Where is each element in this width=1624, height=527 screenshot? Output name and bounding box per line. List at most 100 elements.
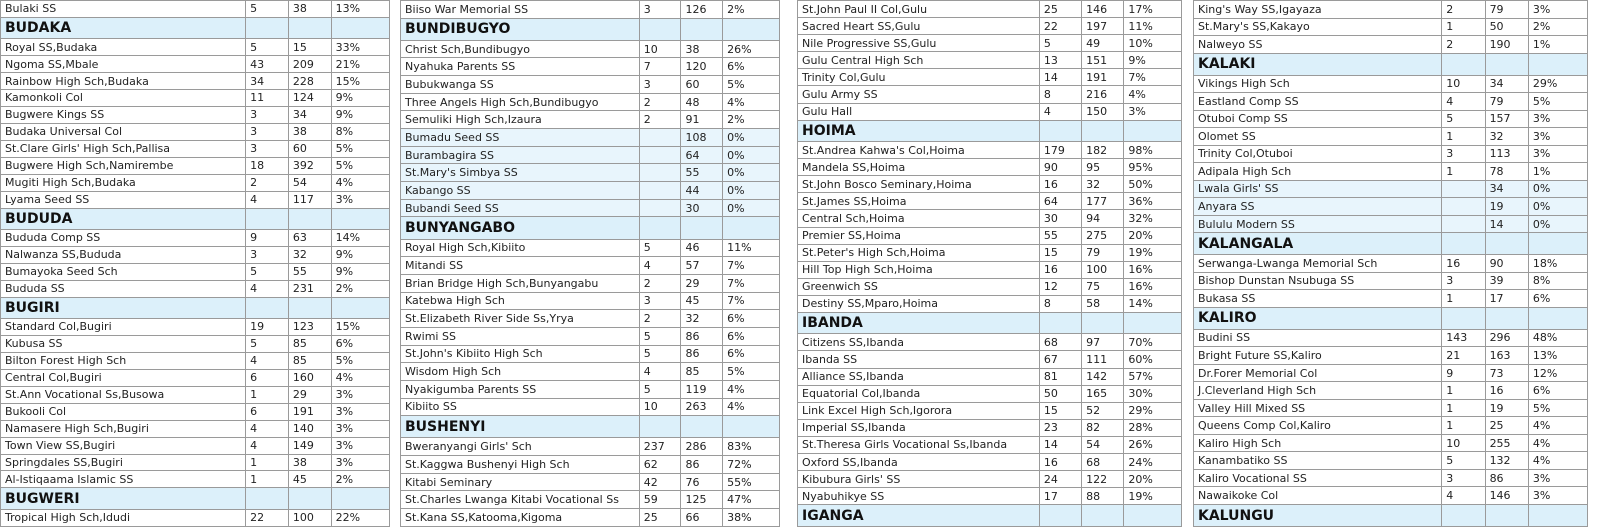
- count-a: 3: [1441, 144, 1486, 164]
- school-name: Mitandi SS: [400, 256, 640, 275]
- cell: [1484, 232, 1529, 256]
- count-b: 29: [680, 273, 724, 293]
- count-a: 10: [638, 39, 682, 59]
- count-b: 146: [1484, 486, 1529, 505]
- count-a: 8: [1038, 294, 1083, 313]
- count-b: 86: [680, 326, 724, 346]
- count-b: 45: [287, 470, 332, 489]
- count-b: 123: [287, 317, 332, 336]
- count-a: 3: [245, 245, 289, 264]
- cell: [638, 415, 682, 439]
- school-name: Nalweyo SS: [1192, 35, 1443, 54]
- school-row: Ngoma SS,Mbale 43 209 21%: [0, 55, 391, 74]
- school-name: Anyara SS: [1192, 197, 1443, 216]
- school-row: Three Angels High Sch,Bundibugyo 2 48 4%: [400, 92, 780, 112]
- count-a: 19: [245, 317, 289, 336]
- school-row: Bukasa SS 1 17 6%: [1192, 289, 1589, 308]
- count-a: 1: [1441, 127, 1486, 146]
- school-row: Christ Sch,Bundibugyo 10 38 26%: [400, 39, 780, 59]
- percent: 6%: [330, 334, 391, 353]
- district-name: BUDUDA: [0, 207, 247, 230]
- school-name: St.Ann Vocational Ss,Busowa: [0, 385, 247, 404]
- school-name: St.Peter's High Sch,Hoima: [797, 243, 1040, 262]
- cell: [1081, 311, 1125, 335]
- count-a: 64: [1038, 192, 1083, 211]
- district-name: BUSHENYI: [400, 415, 640, 439]
- count-b: 142: [1081, 367, 1125, 386]
- count-a: 9: [1441, 363, 1486, 383]
- cell: [1441, 232, 1486, 256]
- school-row: Destiny SS,Mparo,Hoima 8 58 14%: [797, 294, 1182, 313]
- percent: 19%: [1123, 243, 1182, 262]
- percent: 14%: [330, 228, 391, 247]
- count-a: 1: [245, 385, 289, 404]
- count-b: 146: [1081, 0, 1125, 19]
- percent: 47%: [722, 490, 780, 510]
- count-a: 1: [1441, 162, 1486, 181]
- count-b: 228: [287, 72, 332, 91]
- school-name: Kitabi Seminary: [400, 472, 640, 492]
- school-name: Gulu Hall: [797, 102, 1040, 121]
- count-b: 119: [680, 379, 724, 399]
- school-row: Katebwa High Sch 3 45 7%: [400, 291, 780, 311]
- school-name: St.Andrea Kahwa's Col,Hoima: [797, 141, 1040, 160]
- school-table: King's Way SS,Igayaza 2 79 3% St.Mary's SS,K…: [1192, 0, 1589, 527]
- count-b: 29: [287, 385, 332, 404]
- count-b: 54: [287, 173, 332, 192]
- district-row: BUNYANGABO: [400, 216, 780, 240]
- percent: 1%: [1527, 35, 1589, 54]
- school-name: Springdales SS,Bugiri: [0, 453, 247, 472]
- count-a: 4: [638, 256, 682, 275]
- count-b: 60: [680, 75, 724, 94]
- count-a: 15: [1038, 401, 1083, 420]
- count-a: 1: [245, 453, 289, 472]
- count-b: 32: [287, 245, 332, 264]
- cell: [245, 207, 289, 230]
- count-b: 38: [287, 122, 332, 141]
- count-b: 57: [680, 256, 724, 275]
- percent: 11%: [722, 238, 780, 258]
- percent: 70%: [1123, 333, 1182, 352]
- school-name: Alliance SS,Ibanda: [797, 367, 1040, 386]
- count-b: 19: [1484, 398, 1529, 418]
- school-row: Namasere High Sch,Bugiri 4 140 3%: [0, 419, 391, 438]
- school-name: Destiny SS,Mparo,Hoima: [797, 294, 1040, 313]
- percent: 3%: [1527, 0, 1589, 19]
- school-name: Oxford SS,Ibanda: [797, 452, 1040, 472]
- school-name: Mandela SS,Hoima: [797, 158, 1040, 177]
- percent: 8%: [330, 122, 391, 141]
- school-name: Nawaikoke Col: [1192, 486, 1443, 505]
- count-b: 150: [1081, 102, 1125, 121]
- school-name: Queens Comp Col,Kaliro: [1192, 416, 1443, 435]
- count-a: 6: [245, 402, 289, 421]
- count-b: 48: [680, 92, 724, 112]
- school-row: Valley Hill Mixed SS 1 19 5%: [1192, 398, 1589, 418]
- percent: 4%: [330, 368, 391, 387]
- school-name: Kanambatiko SS: [1192, 451, 1443, 470]
- count-b: 54: [1081, 435, 1125, 455]
- school-row: Greenwich SS 12 75 16%: [797, 277, 1182, 296]
- count-b: 197: [1081, 17, 1125, 36]
- count-a: 4: [245, 351, 289, 370]
- count-a: 2: [638, 92, 682, 112]
- school-name: Eastland Comp SS: [1192, 92, 1443, 111]
- school-name: Bukasa SS: [1192, 289, 1443, 308]
- district-row: IGANGA: [797, 504, 1182, 527]
- school-row: Nyahuka Parents SS 7 120 6%: [400, 57, 780, 77]
- count-b: 140: [287, 419, 332, 438]
- district-row: KALAKI: [1192, 52, 1589, 76]
- percent: 7%: [722, 291, 780, 311]
- district-name: KALIRO: [1192, 306, 1443, 330]
- school-name: Bishop Dunstan Nsubuga SS: [1192, 271, 1443, 291]
- school-row: St.Peter's High Sch,Hoima 15 79 19%: [797, 243, 1182, 262]
- school-row: Hill Top High Sch,Hoima 16 100 16%: [797, 260, 1182, 279]
- district-name: BUGWERI: [0, 487, 247, 510]
- school-row: St.John Bosco Seminary,Hoima 16 32 50%: [797, 175, 1182, 194]
- count-b: 255: [1484, 433, 1529, 453]
- school-row: Royal SS,Budaka 5 15 33%: [0, 38, 391, 57]
- percent: 16%: [1123, 277, 1182, 296]
- count-b: 73: [1484, 363, 1529, 383]
- school-row: Kaliro Vocational SS 3 86 3%: [1192, 468, 1589, 488]
- percent: 18%: [1527, 254, 1589, 273]
